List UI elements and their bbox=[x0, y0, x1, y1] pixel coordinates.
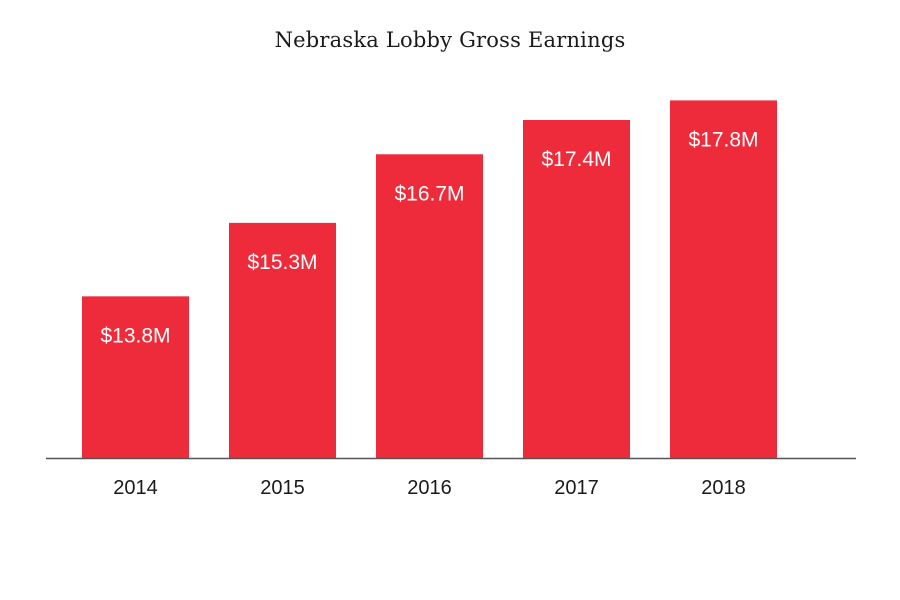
x-tick-label: 2016 bbox=[407, 477, 452, 499]
x-tick-label: 2015 bbox=[260, 477, 305, 499]
x-tick-label: 2014 bbox=[113, 477, 158, 499]
bar-value-label: $13.8M bbox=[100, 324, 170, 347]
bar-2017 bbox=[523, 119, 630, 459]
x-tick-label: 2017 bbox=[554, 477, 599, 499]
bar-2014 bbox=[82, 296, 189, 458]
bar-2015 bbox=[229, 222, 336, 458]
bar-2018 bbox=[670, 100, 777, 459]
bar-2016 bbox=[376, 154, 483, 458]
bar-value-label: $15.3M bbox=[247, 251, 317, 274]
chart-title: Nebraska Lobby Gross Earnings bbox=[274, 28, 626, 52]
bar-value-label: $16.7M bbox=[394, 182, 464, 205]
x-tick-label: 2018 bbox=[701, 477, 746, 499]
bar-value-label: $17.8M bbox=[688, 128, 758, 151]
bar-value-label: $17.4M bbox=[541, 148, 611, 171]
